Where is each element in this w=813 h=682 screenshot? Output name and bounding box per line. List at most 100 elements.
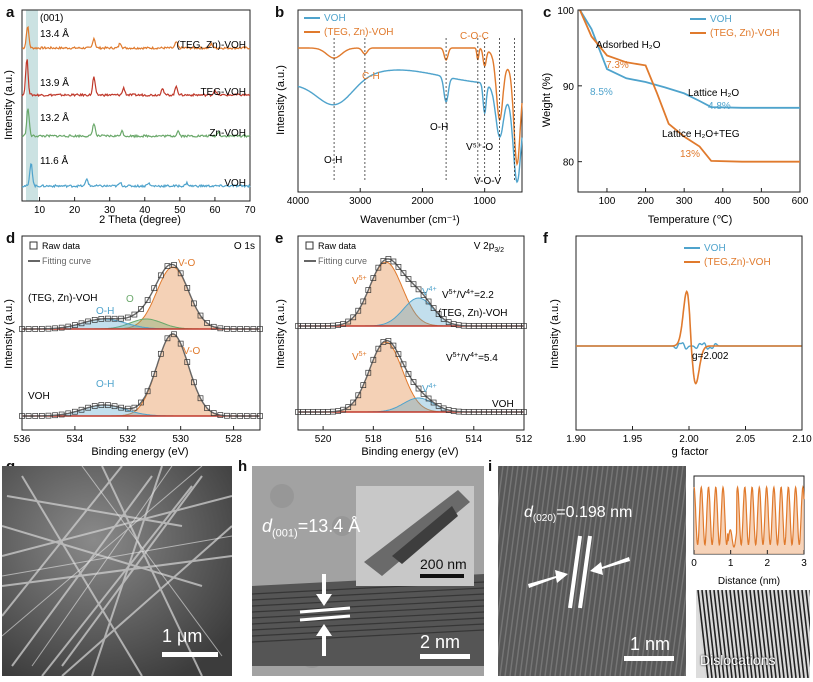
chart-d-teg-raw-point — [105, 315, 111, 322]
chart-b-x-tick-label: 1000 — [474, 196, 497, 207]
hrtem-fringe — [504, 466, 534, 676]
chart-d-voh-raw-point — [250, 413, 257, 419]
hrtem-arrow-left-icon — [590, 557, 630, 575]
chart-c-x-tick-label: 200 — [637, 196, 654, 207]
chart-d-voh-raw-point — [224, 412, 230, 419]
chart-b-x-tick-label: 4000 — [287, 196, 310, 207]
sem-image: 1 μm — [2, 466, 232, 676]
chart-c-y-tick-label: 100 — [557, 6, 574, 17]
chart-d-teg-raw-point — [224, 325, 230, 332]
chart-d-voh-raw-point — [157, 350, 164, 357]
fft-fringe — [719, 590, 731, 678]
chart-c-ylabel: Weight (%) — [541, 73, 553, 127]
hrtem-fringe — [549, 466, 579, 676]
hrtem-fringe — [659, 475, 686, 676]
fft-fringe — [741, 590, 753, 678]
chart-d-voh-raw-point — [78, 406, 85, 413]
chart-i-profile-x-tick-label: 3 — [801, 558, 807, 569]
chart-f-x-tick-label: 1.95 — [623, 434, 643, 445]
chart-d-voh-raw-point — [32, 413, 39, 419]
chart-d-voh-raw-point — [204, 405, 210, 412]
chart-a-dspacing-2: 13.9 Å — [40, 76, 69, 89]
chart-a-ylabel: Intensity (a.u.) — [3, 70, 15, 140]
chart-e-teg-raw-point — [430, 305, 437, 311]
chart-d-legend-fit: Fitting curve — [42, 256, 91, 266]
chart-d-teg-raw-point — [210, 323, 217, 330]
chart-d-x-tick-label: 536 — [14, 434, 31, 445]
hrtem-fringe — [498, 466, 519, 622]
chart-e-title: V 2p3/2 — [474, 241, 504, 254]
chart-d-voh-raw-point — [171, 331, 177, 338]
fft-fringe — [705, 590, 717, 678]
fft-fringe — [701, 590, 713, 678]
chart-e-title-main: V 2p — [474, 241, 495, 252]
hrtem-fringe — [639, 466, 669, 676]
chart-e-teg-raw-point — [521, 323, 527, 329]
hrtem-fringe — [498, 466, 509, 547]
chart-d-teg-raw-point — [237, 326, 244, 332]
chart-a-peak-label: (001) — [40, 13, 63, 24]
chart-e-teg-raw-point — [435, 311, 442, 317]
panel-letter-d: d — [6, 230, 16, 247]
chart-e-voh-raw-point — [400, 361, 407, 368]
chart-e-title-sub: 3/2 — [494, 247, 504, 254]
chart-e-teg-raw-point — [425, 298, 432, 305]
tem-arrow-down-icon — [316, 574, 332, 606]
fft-fringe — [801, 590, 810, 668]
chart-e-ratio-top-value: =2.2 — [474, 290, 494, 301]
chart-e-voh-raw-point — [390, 342, 397, 349]
chart-f-x-tick-label: 2.05 — [736, 434, 756, 445]
chart-f-xlabel: g factor — [672, 446, 709, 458]
chart-e-xlabel: Binding energy (eV) — [361, 446, 458, 458]
hrtem-fringe — [499, 466, 529, 676]
chart-d-voh-raw-point — [72, 408, 78, 415]
chart-a-label-teg: TEG-VOH — [200, 87, 246, 98]
chart-d-o1s: 536 534 532 530 528 Raw data Fitting curve O… — [3, 235, 263, 458]
fft-fringe — [783, 590, 795, 678]
chart-e-peak-v5-bottom-main: V — [352, 352, 359, 363]
chart-c-x-tick-label: 300 — [676, 196, 693, 207]
hrtem-fringe — [679, 625, 686, 676]
chart-e-teg-raw-point — [400, 270, 407, 277]
chart-i-profile-line — [693, 485, 805, 548]
fft-fringe — [765, 590, 777, 678]
fft-fringe — [779, 590, 791, 678]
chart-d-xlabel: Binding energy (eV) — [91, 446, 188, 458]
chart-e-teg-raw-point — [420, 292, 427, 298]
hrtem-image: d(020)=0.198 nm 1 nm — [498, 466, 686, 676]
chart-a-label-voh: VOH — [224, 178, 246, 189]
panel-letter-c: c — [543, 4, 552, 21]
chart-d-peak-vo-top: V-O — [178, 258, 195, 269]
chart-d-legend-raw-marker — [29, 241, 38, 250]
chart-e-ratio-bottom-value: =5.4 — [478, 353, 498, 364]
tem-inset — [356, 486, 474, 586]
tem-d-value: =13.4 Å — [297, 516, 361, 536]
chart-d-teg-raw-point — [184, 285, 191, 291]
chart-a-highlight-band — [26, 10, 38, 201]
chart-d-title: O 1s — [234, 241, 255, 252]
chart-e-ratio-bottom-slash: /V — [461, 353, 471, 364]
fft-fringe — [707, 590, 719, 678]
chart-e-teg-raw-point — [375, 264, 382, 271]
chart-d-voh-raw-point — [105, 402, 111, 409]
chart-e-voh-raw-point — [370, 356, 377, 363]
chart-e-voh-raw-point — [521, 409, 527, 415]
hrtem-d-sub: (020) — [532, 513, 557, 525]
chart-f-legend-teg: (TEG,Zn)-VOH — [704, 257, 771, 268]
chart-a-x-tick-label: 50 — [174, 205, 186, 216]
chart-f-series-teg — [576, 290, 802, 385]
chart-e-teg-raw-point — [350, 314, 357, 321]
chart-c-legend-voh: VOH — [710, 14, 732, 25]
fft-fringe — [781, 590, 793, 678]
chart-e-teg-raw-point — [355, 307, 362, 314]
fft-fringe — [721, 590, 733, 678]
hrtem-fringe — [604, 466, 634, 676]
chart-d-teg-raw-point — [124, 314, 131, 321]
panel-letter-h: h — [238, 458, 248, 475]
chart-b-ylabel: Intensity (a.u.) — [275, 65, 287, 135]
chart-b-annot-v5o: V⁵⁺-O — [466, 142, 493, 153]
panel-letter-e: e — [275, 230, 284, 247]
chart-e-teg-raw-point — [405, 276, 412, 282]
chart-e-ratio-bottom-sup1: 5+ — [453, 352, 461, 359]
chart-d-voh-raw-point — [98, 402, 105, 408]
